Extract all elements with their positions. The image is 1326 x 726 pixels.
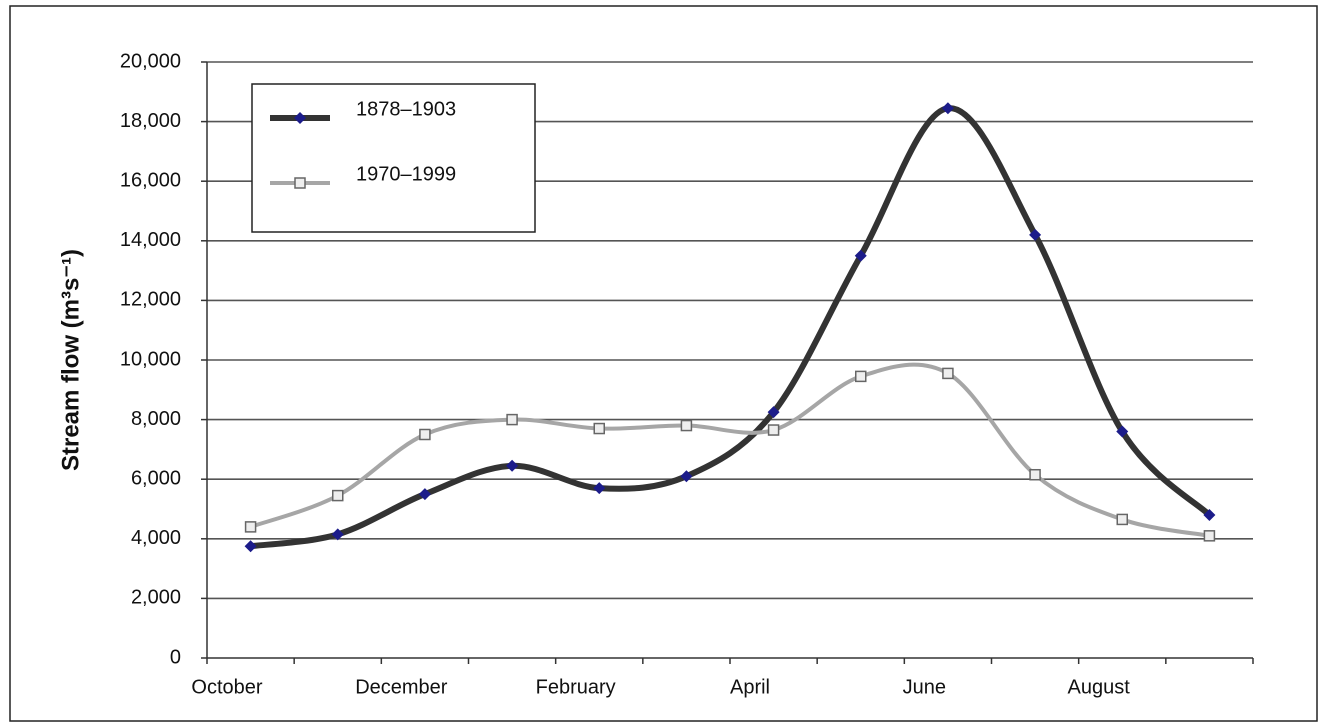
data-point	[593, 422, 605, 435]
data-point	[244, 521, 257, 533]
data-point	[941, 102, 954, 115]
y-axis-label: Stream flow (m³s⁻¹)	[57, 249, 84, 471]
y-tick-label: 8,000	[131, 408, 181, 430]
data-point	[331, 528, 344, 541]
data-point	[1203, 508, 1216, 521]
x-tick-label: April	[730, 676, 770, 698]
y-tick-label: 4,000	[131, 527, 181, 549]
data-point	[506, 459, 519, 472]
y-tick-label: 10,000	[120, 348, 181, 370]
y-tick-label: 16,000	[120, 169, 181, 191]
data-point	[419, 428, 431, 441]
x-tick-label: June	[903, 676, 946, 698]
data-point	[1029, 468, 1041, 481]
data-point	[767, 406, 780, 419]
x-tick-label: October	[191, 676, 262, 698]
legend-box	[251, 83, 536, 233]
data-point	[942, 367, 954, 380]
data-point	[680, 470, 693, 483]
legend-label: 1878–1903	[356, 98, 456, 120]
data-point	[418, 488, 431, 501]
data-point	[593, 482, 606, 495]
y-tick-label: 14,000	[120, 229, 181, 251]
legend-marker	[294, 177, 306, 189]
chart-frame	[9, 5, 1318, 722]
data-point	[1116, 425, 1129, 438]
data-point	[1203, 530, 1216, 542]
y-tick-label: 2,000	[131, 587, 181, 609]
x-tick-label: February	[536, 676, 616, 698]
legend-label: 1970–1999	[356, 163, 456, 185]
y-tick-label: 20,000	[120, 50, 181, 72]
y-tick-label: 0	[170, 646, 181, 668]
data-point	[855, 370, 867, 383]
x-tick-label: August	[1068, 676, 1131, 698]
y-tick-label: 12,000	[120, 289, 181, 311]
data-point	[244, 540, 257, 553]
data-point	[506, 413, 518, 426]
data-point	[1116, 513, 1128, 526]
data-point	[1029, 228, 1042, 241]
legend-marker	[294, 112, 306, 124]
data-point	[767, 424, 780, 436]
y-tick-label: 6,000	[131, 467, 181, 489]
data-point	[680, 419, 693, 432]
y-tick-label: 18,000	[120, 110, 181, 132]
data-point	[332, 489, 344, 502]
x-tick-label: December	[355, 676, 448, 698]
data-point	[854, 249, 867, 262]
